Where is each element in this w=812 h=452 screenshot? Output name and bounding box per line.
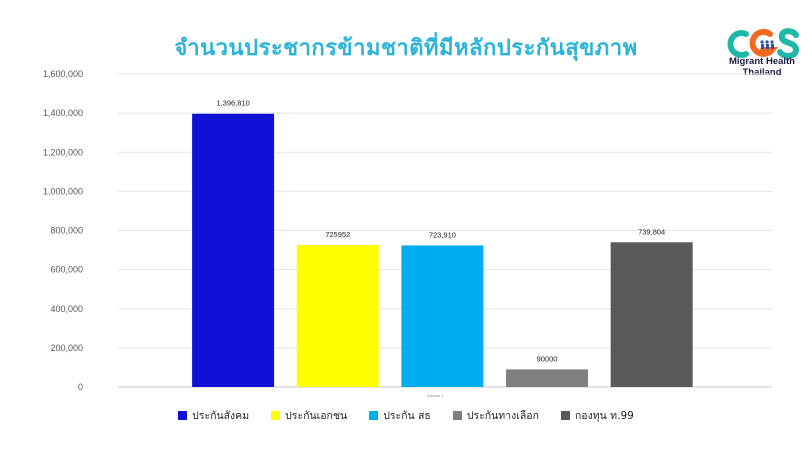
y-tick-label: 200,000 [50,343,83,353]
bar [610,242,693,387]
y-tick-label: 400,000 [50,304,83,314]
legend-swatch [560,411,570,420]
data-label: 1,396,810 [216,99,249,108]
y-tick-label: 0 [78,382,83,392]
legend-label: ประกันเอกชน [285,410,348,422]
legend: ประกันสังคม ประกันเอกชน ประกัน สธ ประกันทาง… [0,407,812,424]
y-tick-label: 1,400,000 [43,108,83,118]
legend-swatch [452,411,462,420]
bar [506,369,589,387]
bars [192,113,693,387]
y-tick-label: 1,200,000 [43,147,83,157]
legend-item: ประกันเอกชน [271,407,347,424]
y-tick-label: 1,000,000 [43,186,83,196]
logo-line-1: Migrant Health [729,56,795,67]
x-axis-caption: Column 1 [426,393,444,398]
legend-label: ประกันสังคม [192,410,250,422]
data-labels: 1,396,810 725952 723,910 90000 739,804 [216,99,665,364]
y-axis: 0 200,000 400,000 600,000 800,000 1,000,000 1,… [43,69,83,392]
y-tick-label: 1,600,000 [43,69,83,79]
data-label: 725952 [325,230,350,239]
cgs-logo [727,28,800,59]
logo-line-2: Thailand [742,67,782,78]
legend-item: ประกัน สธ [369,407,431,424]
chart-title: จำนวนประชากรข้ามชาติที่มีหลักประกันสุขภา… [174,36,638,61]
bar [296,244,379,387]
y-tick-label: 800,000 [50,226,83,236]
legend-label: ประกันทางเลือก [466,410,539,422]
data-label: 90000 [537,354,558,363]
bar [192,113,275,387]
data-label: 723,910 [429,230,456,239]
legend-item: กองทุน ท.99 [560,407,634,424]
bar [401,245,484,387]
legend-label: ประกัน สธ [383,410,431,422]
legend-swatch [271,411,281,420]
y-tick-label: 600,000 [50,265,83,275]
legend-swatch [369,411,379,420]
legend-item: ประกันทางเลือก [452,407,539,424]
legend-item: ประกันสังคม [178,407,249,424]
legend-label: กองทุน ท.99 [574,410,634,422]
data-label: 739,804 [638,227,665,236]
legend-swatch [178,411,188,420]
